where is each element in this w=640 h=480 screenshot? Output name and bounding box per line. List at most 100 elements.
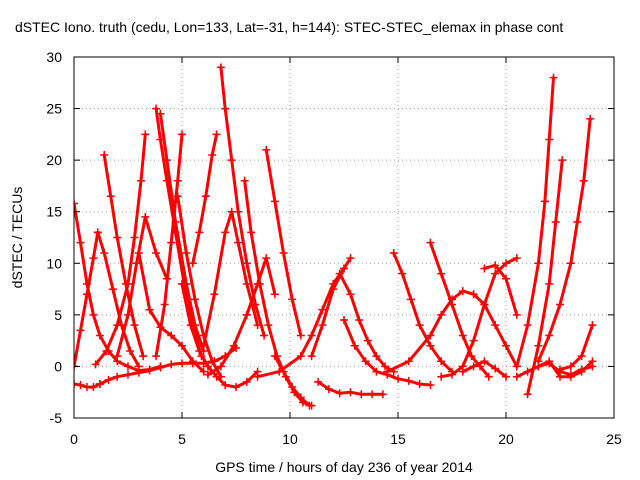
series-line xyxy=(338,272,396,374)
data-point xyxy=(76,380,85,389)
data-point xyxy=(577,365,586,374)
data-point xyxy=(335,389,344,398)
data-point xyxy=(534,341,543,350)
data-point xyxy=(469,362,478,371)
data-point xyxy=(124,279,132,288)
data-point xyxy=(357,390,366,399)
data-point xyxy=(307,331,316,340)
data-point xyxy=(186,321,195,330)
y-tick-label: 25 xyxy=(46,101,62,117)
series-line xyxy=(115,215,169,358)
data-point xyxy=(106,192,115,201)
series-line xyxy=(191,132,219,265)
data-point xyxy=(95,331,104,340)
y-tick-label: 5 xyxy=(54,307,62,323)
data-point xyxy=(540,197,549,206)
x-tick-label: 10 xyxy=(282,431,298,447)
data-point xyxy=(437,269,446,278)
data-point xyxy=(346,254,355,263)
series-line xyxy=(472,292,519,368)
data-point xyxy=(227,207,236,216)
data-point xyxy=(190,295,199,304)
data-point xyxy=(188,259,197,268)
data-point xyxy=(124,310,132,319)
data-point xyxy=(467,352,476,361)
data-point xyxy=(406,295,415,304)
data-point xyxy=(288,383,297,392)
data-point xyxy=(141,130,150,139)
data-point xyxy=(216,63,225,72)
data-point xyxy=(556,365,564,374)
data-point xyxy=(188,357,197,366)
data-point xyxy=(469,336,478,345)
series-line xyxy=(439,256,519,379)
data-point xyxy=(448,370,456,379)
data-point xyxy=(340,316,348,325)
x-axis-label: GPS time / hours of day 236 of year 2014 xyxy=(215,459,473,475)
x-tick-label: 15 xyxy=(390,431,406,447)
data-point xyxy=(566,362,575,371)
data-point xyxy=(242,377,251,386)
series-line xyxy=(74,230,100,368)
data-point xyxy=(335,269,344,278)
data-point xyxy=(534,259,543,268)
data-point xyxy=(296,352,305,361)
data-point xyxy=(491,269,500,278)
data-point xyxy=(318,305,327,314)
data-point xyxy=(545,331,554,340)
data-point xyxy=(398,269,407,278)
data-point xyxy=(221,380,230,389)
data-point xyxy=(458,287,467,296)
data-point xyxy=(523,390,532,399)
data-point xyxy=(113,372,122,381)
x-tick-label: 5 xyxy=(178,431,186,447)
series-line xyxy=(536,117,592,363)
data-point xyxy=(167,360,176,369)
series-line xyxy=(137,251,206,374)
y-tick-label: 30 xyxy=(46,49,62,65)
data-point xyxy=(491,364,500,373)
data-point xyxy=(212,372,221,381)
data-point xyxy=(208,357,217,366)
data-point xyxy=(113,352,122,361)
data-point xyxy=(545,279,554,288)
data-point xyxy=(221,104,230,113)
data-point xyxy=(216,362,225,371)
data-point xyxy=(394,374,402,383)
data-point xyxy=(573,218,582,227)
data-point xyxy=(264,321,273,330)
series-line xyxy=(515,76,555,368)
y-tick-label: 15 xyxy=(46,204,62,220)
data-point xyxy=(368,390,377,399)
data-point xyxy=(173,176,182,185)
data-point xyxy=(253,372,262,381)
data-point xyxy=(232,383,240,392)
data-point xyxy=(178,130,186,139)
data-point xyxy=(229,341,238,350)
data-point xyxy=(545,135,554,144)
data-point xyxy=(381,362,390,371)
data-point xyxy=(93,228,102,237)
data-point xyxy=(262,254,271,263)
data-point xyxy=(288,295,297,304)
data-point xyxy=(212,130,221,139)
data-point xyxy=(195,346,204,355)
data-point xyxy=(182,248,191,257)
data-point xyxy=(523,367,532,376)
data-point xyxy=(437,310,446,319)
data-point xyxy=(74,199,78,208)
chart-title: dSTEC Iono. truth (cedu, Lon=133, Lat=-3… xyxy=(15,19,563,35)
data-point xyxy=(551,218,560,227)
data-point xyxy=(484,372,493,381)
data-point xyxy=(203,370,212,379)
y-tick-label: 0 xyxy=(54,358,62,374)
data-point xyxy=(162,156,171,165)
data-point xyxy=(549,73,558,82)
data-point xyxy=(383,367,392,376)
data-point xyxy=(556,300,564,309)
data-point xyxy=(346,290,355,299)
data-point xyxy=(404,357,413,366)
data-point xyxy=(134,248,143,257)
data-point xyxy=(130,321,139,330)
data-point xyxy=(350,341,359,350)
